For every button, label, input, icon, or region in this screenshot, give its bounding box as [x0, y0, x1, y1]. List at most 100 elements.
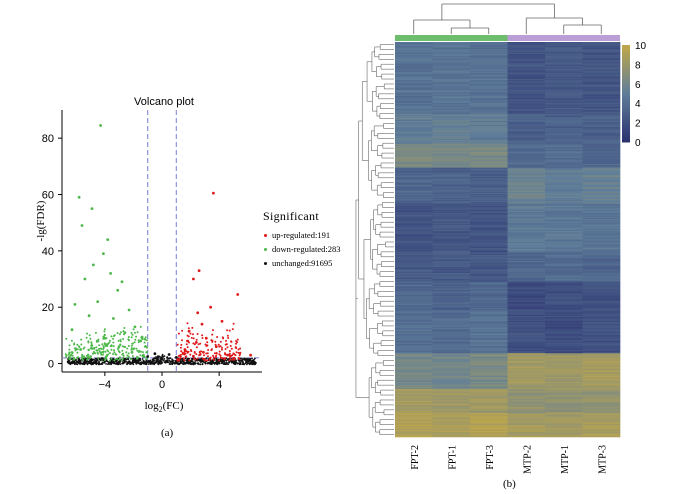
heatmap-cell — [395, 63, 433, 66]
point-up — [207, 349, 210, 351]
point-unchanged — [191, 358, 194, 361]
heatmap-cell — [582, 253, 621, 256]
heatmap-cell — [470, 381, 508, 384]
heatmap-cell — [545, 204, 583, 207]
heatmap-cell — [545, 117, 583, 119]
heatmap-cell — [432, 363, 471, 366]
heatmap-cell — [507, 329, 546, 331]
heatmap-cell — [432, 275, 471, 277]
heatmap-cell — [582, 92, 621, 94]
heatmap-cell — [582, 50, 621, 52]
colorbar-step — [622, 64, 630, 68]
point-down — [123, 345, 126, 348]
heatmap-cell — [545, 317, 583, 319]
heatmap-cell — [507, 116, 546, 118]
heatmap-cell — [507, 294, 546, 297]
heatmap-cell — [545, 380, 583, 383]
heatmap-cell — [470, 340, 508, 342]
point-up — [230, 340, 233, 343]
heatmap-cell — [545, 276, 583, 279]
heatmap-cell — [507, 228, 546, 231]
heatmap-cell — [432, 183, 471, 185]
heatmap-cell — [395, 105, 433, 107]
heatmap-cell — [582, 279, 621, 281]
heatmap-cell — [507, 249, 546, 251]
heatmap-cell — [545, 69, 583, 72]
heatmap-cell — [507, 119, 546, 122]
x-tick-label: −4 — [99, 379, 112, 391]
heatmap-cell — [432, 265, 471, 268]
point-unchanged — [155, 360, 158, 362]
heatmap-cell — [395, 71, 433, 74]
heatmap-cell — [432, 336, 471, 338]
point-down — [90, 344, 93, 347]
heatmap-cell — [470, 416, 508, 419]
point-unchanged — [168, 359, 170, 362]
heatmap-cell — [582, 401, 621, 403]
heatmap-cell — [582, 383, 621, 385]
point-down — [117, 339, 120, 342]
point-down — [144, 345, 146, 348]
point-down — [144, 338, 147, 341]
point-down — [132, 348, 134, 351]
heatmap-cell — [432, 349, 471, 352]
heatmap-cell — [432, 282, 471, 285]
heatmap-cell — [470, 182, 508, 184]
heatmap-cell — [470, 255, 508, 257]
point-unchanged — [227, 363, 229, 366]
heatmap-cell — [470, 310, 508, 312]
heatmap-cell — [432, 322, 471, 324]
heatmap-cell — [582, 208, 621, 210]
heatmap-cell — [507, 265, 546, 268]
heatmap-cell — [507, 53, 546, 56]
heatmap-cell — [432, 352, 471, 354]
heatmap-cell — [395, 80, 433, 82]
heatmap-cell — [582, 415, 621, 417]
heatmap-cell — [545, 147, 583, 149]
heatmap-cell — [470, 94, 508, 97]
heatmap-cell — [507, 111, 546, 113]
heatmap-cell — [432, 112, 471, 115]
legend: up-regulated:191 down-regulated:283 unch… — [264, 228, 340, 270]
heatmap-cell — [545, 399, 583, 402]
heatmap-cell — [470, 253, 508, 256]
heatmap-cell — [582, 203, 621, 206]
heatmap-cell — [432, 347, 471, 349]
heatmap-cell — [507, 147, 546, 149]
heatmap-cell — [545, 88, 583, 91]
heatmap-cell — [582, 420, 621, 422]
heatmap-cell — [470, 220, 508, 222]
point-down — [74, 349, 77, 352]
heatmap-cell — [395, 213, 433, 215]
point-down — [145, 358, 148, 360]
heatmap-cell — [470, 369, 508, 372]
colorbar-step — [622, 120, 630, 124]
heatmap-cell — [395, 311, 433, 313]
heatmap-cell — [470, 128, 508, 130]
heatmap-cell — [432, 405, 471, 408]
heatmap-cell — [507, 386, 546, 389]
heatmap-cell — [545, 308, 583, 311]
heatmap-cell — [395, 344, 433, 347]
heatmap-cell — [582, 135, 621, 137]
heatmap-cell — [507, 378, 546, 380]
heatmap-cell — [395, 235, 433, 238]
heatmap-cell — [432, 429, 471, 432]
heatmap-cell — [545, 235, 583, 238]
point-down-regulated — [117, 345, 121, 348]
heatmap-cell — [507, 385, 546, 388]
point-unchanged — [159, 356, 161, 358]
heatmap-cell — [470, 222, 508, 225]
heatmap-cell — [395, 92, 433, 94]
heatmap-cell — [545, 383, 583, 385]
heatmap-cell — [507, 429, 546, 432]
heatmap-cell — [545, 435, 583, 438]
colorbar-step — [622, 103, 630, 107]
heatmap-cell — [507, 259, 546, 262]
heatmap-cell — [432, 148, 471, 151]
heatmap-cell — [470, 184, 508, 186]
heatmap-cell — [470, 383, 508, 385]
point-unchanged — [228, 361, 230, 364]
heatmap-cell — [432, 340, 471, 342]
heatmap-cell — [545, 201, 583, 203]
